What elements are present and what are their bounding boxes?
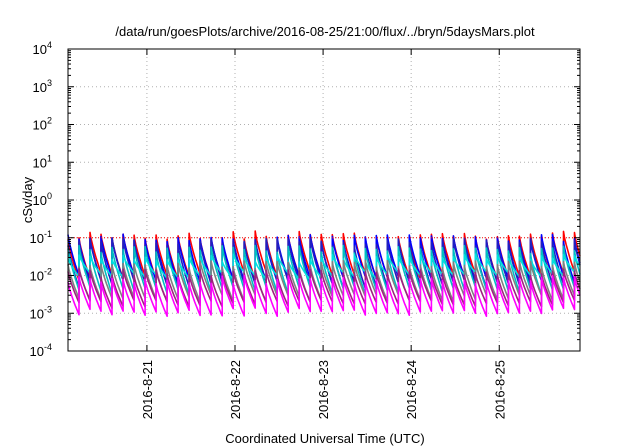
x-axis-label: Coordinated Universal Time (UTC) [225, 431, 424, 446]
x-tick-label: 2016-8-25 [492, 360, 507, 419]
x-tick-label: 2016-8-22 [228, 360, 243, 419]
series-line-6 [67, 259, 581, 304]
y-tick-label: 10-4 [30, 342, 52, 359]
y-tick-label: 100 [33, 191, 52, 208]
y-tick-label: 10-2 [30, 267, 52, 284]
y-tick-label: 104 [33, 40, 52, 57]
series-line-4 [67, 244, 581, 296]
x-axis: 2016-8-21 2016-8-22 2016-8-23 2016-8-24 2016… [140, 49, 507, 419]
y-tick-label: 102 [33, 116, 52, 133]
y-tick-label: 103 [33, 78, 52, 95]
y-tick-label: 10-3 [30, 304, 52, 321]
x-tick-label: 2016-8-24 [404, 360, 419, 419]
y-axis: 10-4 10-3 10-2 10-1 100 101 102 103 104 [30, 40, 580, 359]
chart-title: /data/run/goesPlots/archive/2016-08-25/2… [115, 24, 535, 39]
series-line-8 [67, 274, 581, 317]
series-line-5 [67, 253, 581, 281]
y-tick-label: 101 [33, 153, 52, 170]
x-tick-label: 2016-8-21 [140, 360, 155, 419]
y-axis-label: cSv/day [20, 176, 35, 223]
series-layer [67, 230, 581, 317]
series-line-7 [67, 268, 581, 310]
y-tick-label: 10-1 [30, 229, 52, 246]
x-tick-label: 2016-8-23 [316, 360, 331, 419]
